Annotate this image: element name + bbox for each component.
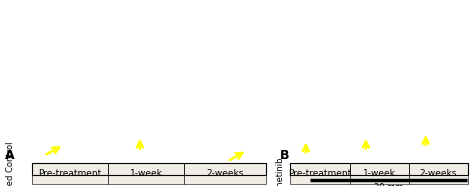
Text: Pre-treatment: Pre-treatment bbox=[38, 169, 102, 178]
Text: Pre-treatment: Pre-treatment bbox=[288, 169, 352, 178]
Bar bbox=[409, 163, 468, 184]
Text: 2-weeks: 2-weeks bbox=[207, 169, 244, 178]
Text: 1-week: 1-week bbox=[363, 169, 396, 178]
Text: 1-week: 1-week bbox=[129, 169, 163, 178]
Text: 2-weeks: 2-weeks bbox=[420, 169, 457, 178]
Bar bbox=[32, 163, 108, 184]
Bar bbox=[108, 163, 184, 184]
Bar bbox=[350, 163, 409, 184]
Text: 20 mm: 20 mm bbox=[374, 183, 403, 186]
Bar bbox=[290, 163, 468, 175]
Text: B: B bbox=[280, 149, 289, 162]
Text: Trametinib: Trametinib bbox=[276, 157, 285, 186]
Bar bbox=[290, 163, 350, 184]
Text: A: A bbox=[5, 149, 15, 162]
Bar bbox=[32, 163, 266, 175]
Bar bbox=[184, 163, 266, 184]
Text: Untreated Control: Untreated Control bbox=[7, 142, 15, 186]
